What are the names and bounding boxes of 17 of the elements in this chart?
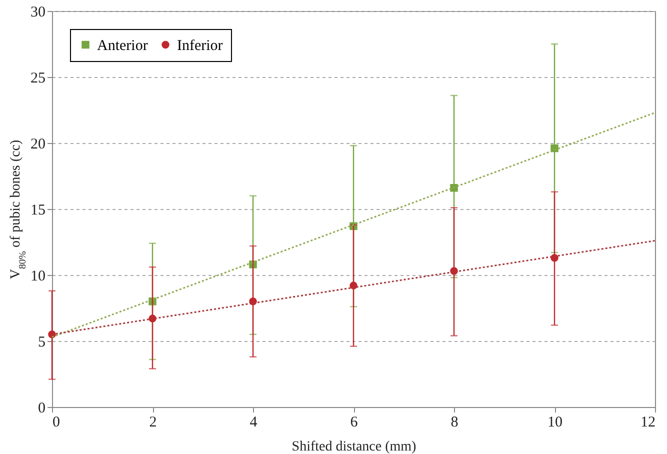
y-tick-label: 10	[30, 268, 46, 284]
y-tick-label: 20	[30, 136, 46, 152]
x-tick-label: 10	[548, 414, 562, 430]
x-tick-label: 2	[149, 414, 157, 430]
x-tick-label: 4	[250, 414, 258, 430]
x-tick-label: 0	[52, 414, 60, 430]
y-tick-label: 15	[30, 202, 46, 218]
x-axis-title: Shifted distance (mm)	[292, 440, 417, 454]
x-tick-label: 12	[640, 414, 656, 430]
legend-label: Anterior	[97, 38, 148, 54]
y-tick-label: 0	[38, 400, 46, 416]
x-tick-label: 8	[450, 414, 458, 430]
x-tick-label: 6	[350, 414, 358, 430]
y-tick-label: 30	[30, 4, 46, 20]
legend-label: Inferior	[177, 38, 223, 54]
y-tick-label: 5	[38, 334, 46, 350]
y-tick-label: 25	[30, 70, 46, 86]
